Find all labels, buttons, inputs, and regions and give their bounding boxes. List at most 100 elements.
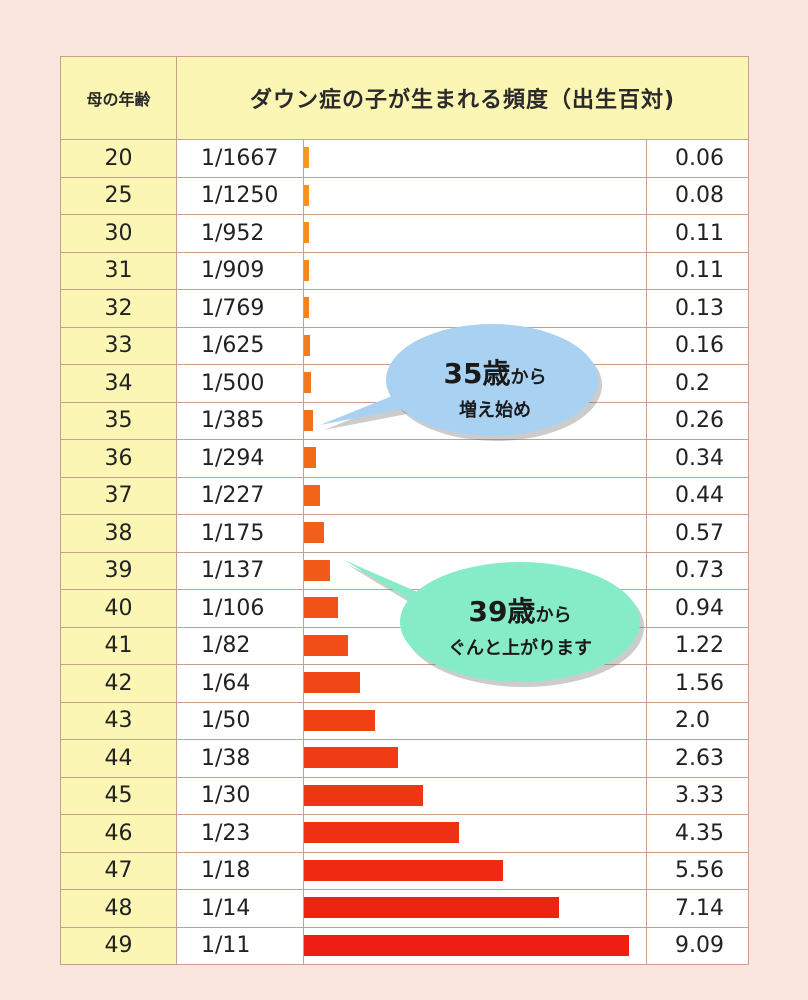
ratio-cell: 1/1250 bbox=[176, 176, 304, 215]
bar-20 bbox=[304, 147, 309, 168]
frequency-table: 母の年齢 ダウン症の子が生まれる頻度（出生百対) 20 1/1667 0.06 25 1… bbox=[60, 56, 750, 965]
table-row: 38 1/175 0.57 bbox=[60, 514, 750, 553]
callout-35-kara: から bbox=[510, 367, 547, 388]
bar-41 bbox=[304, 634, 348, 656]
bar-49 bbox=[304, 934, 629, 956]
table-row: 46 1/23 4.35 bbox=[60, 814, 750, 853]
callout-39: 39歳から ぐんと上がります bbox=[344, 560, 644, 690]
bar-cell bbox=[303, 926, 647, 965]
value-cell: 1.56 bbox=[645, 664, 750, 703]
value-cell: 0.94 bbox=[645, 589, 750, 628]
ratio-cell: 1/30 bbox=[176, 776, 304, 815]
table-row: 47 1/18 5.56 bbox=[60, 851, 750, 890]
value-cell: 0.11 bbox=[645, 251, 750, 290]
age-cell: 35 bbox=[60, 401, 177, 440]
bar-cell bbox=[303, 514, 647, 553]
table-row: 25 1/1250 0.08 bbox=[60, 176, 750, 215]
ratio-cell: 1/50 bbox=[176, 701, 304, 740]
table-row: 48 1/14 7.14 bbox=[60, 889, 750, 928]
callout-39-shape bbox=[344, 560, 644, 687]
bar-36 bbox=[304, 447, 317, 468]
age-cell: 44 bbox=[60, 739, 177, 778]
age-cell: 48 bbox=[60, 889, 177, 928]
bar-40 bbox=[304, 597, 338, 618]
age-cell: 42 bbox=[60, 664, 177, 703]
bar-34 bbox=[304, 372, 312, 393]
ratio-cell: 1/14 bbox=[176, 889, 304, 928]
bar-cell bbox=[303, 251, 647, 290]
age-cell: 41 bbox=[60, 626, 177, 665]
callout-39-line2: ぐんと上がります bbox=[448, 638, 592, 659]
ratio-cell: 1/952 bbox=[176, 214, 304, 253]
ratio-cell: 1/106 bbox=[176, 589, 304, 628]
value-cell: 1.22 bbox=[645, 626, 750, 665]
age-cell: 38 bbox=[60, 514, 177, 553]
table-row: 49 1/11 9.09 bbox=[60, 926, 750, 965]
table-row: 42 1/64 1.56 bbox=[60, 664, 750, 703]
bar-42 bbox=[304, 672, 360, 693]
value-cell: 0.73 bbox=[645, 551, 750, 590]
bar-32 bbox=[304, 297, 309, 318]
bar-cell bbox=[303, 889, 647, 928]
bar-cell bbox=[303, 739, 647, 778]
bar-cell bbox=[303, 476, 647, 515]
ratio-cell: 1/625 bbox=[176, 326, 304, 365]
bar-cell bbox=[303, 701, 647, 740]
value-cell: 0.06 bbox=[645, 139, 750, 178]
ratio-cell: 1/23 bbox=[176, 814, 304, 853]
value-cell: 0.26 bbox=[645, 401, 750, 440]
value-cell: 0.34 bbox=[645, 439, 750, 478]
age-cell: 33 bbox=[60, 326, 177, 365]
header-row: 母の年齢 ダウン症の子が生まれる頻度（出生百対) bbox=[60, 56, 750, 140]
age-cell: 37 bbox=[60, 476, 177, 515]
bar-31 bbox=[304, 259, 309, 281]
bar-47 bbox=[304, 859, 503, 881]
bar-cell bbox=[303, 776, 647, 815]
value-cell: 7.14 bbox=[645, 889, 750, 928]
callout-39-kara: から bbox=[535, 605, 572, 626]
value-cell: 2.63 bbox=[645, 739, 750, 778]
ratio-cell: 1/11 bbox=[176, 926, 304, 965]
callout-35-text: 35歳から 増え始め bbox=[400, 352, 590, 422]
ratio-cell: 1/1667 bbox=[176, 139, 304, 178]
bar-37 bbox=[304, 484, 320, 506]
age-cell: 46 bbox=[60, 814, 177, 853]
age-cell: 43 bbox=[60, 701, 177, 740]
ratio-cell: 1/294 bbox=[176, 439, 304, 478]
callout-35-age: 35歳 bbox=[443, 357, 511, 390]
bar-38 bbox=[304, 522, 325, 543]
table-body: 20 1/1667 0.06 25 1/1250 0.08 30 1/952 0.11 31 1/9… bbox=[60, 139, 750, 965]
header-age: 母の年齢 bbox=[60, 56, 177, 140]
callout-39-age: 39歳 bbox=[468, 595, 536, 628]
age-cell: 47 bbox=[60, 851, 177, 890]
bar-cell bbox=[303, 851, 647, 890]
bar-cell bbox=[303, 814, 647, 853]
value-cell: 0.44 bbox=[645, 476, 750, 515]
table-row: 36 1/294 0.34 bbox=[60, 439, 750, 478]
ratio-cell: 1/64 bbox=[176, 664, 304, 703]
bar-33 bbox=[304, 334, 310, 356]
table-row: 32 1/769 0.13 bbox=[60, 289, 750, 328]
header-title: ダウン症の子が生まれる頻度（出生百対) bbox=[175, 56, 750, 140]
ratio-cell: 1/137 bbox=[176, 551, 304, 590]
ratio-cell: 1/18 bbox=[176, 851, 304, 890]
value-cell: 0.2 bbox=[645, 364, 750, 403]
ratio-cell: 1/227 bbox=[176, 476, 304, 515]
ratio-cell: 1/909 bbox=[176, 251, 304, 290]
value-cell: 3.33 bbox=[645, 776, 750, 815]
ratio-cell: 1/385 bbox=[176, 401, 304, 440]
value-cell: 0.57 bbox=[645, 514, 750, 553]
age-cell: 39 bbox=[60, 551, 177, 590]
age-cell: 49 bbox=[60, 926, 177, 965]
age-cell: 20 bbox=[60, 139, 177, 178]
age-cell: 36 bbox=[60, 439, 177, 478]
age-cell: 45 bbox=[60, 776, 177, 815]
bar-cell bbox=[303, 289, 647, 328]
ratio-cell: 1/38 bbox=[176, 739, 304, 778]
ratio-cell: 1/769 bbox=[176, 289, 304, 328]
table-row: 43 1/50 2.0 bbox=[60, 701, 750, 740]
bar-cell bbox=[303, 139, 647, 178]
bar-45 bbox=[304, 784, 423, 806]
age-cell: 40 bbox=[60, 589, 177, 628]
bar-cell bbox=[303, 214, 647, 253]
